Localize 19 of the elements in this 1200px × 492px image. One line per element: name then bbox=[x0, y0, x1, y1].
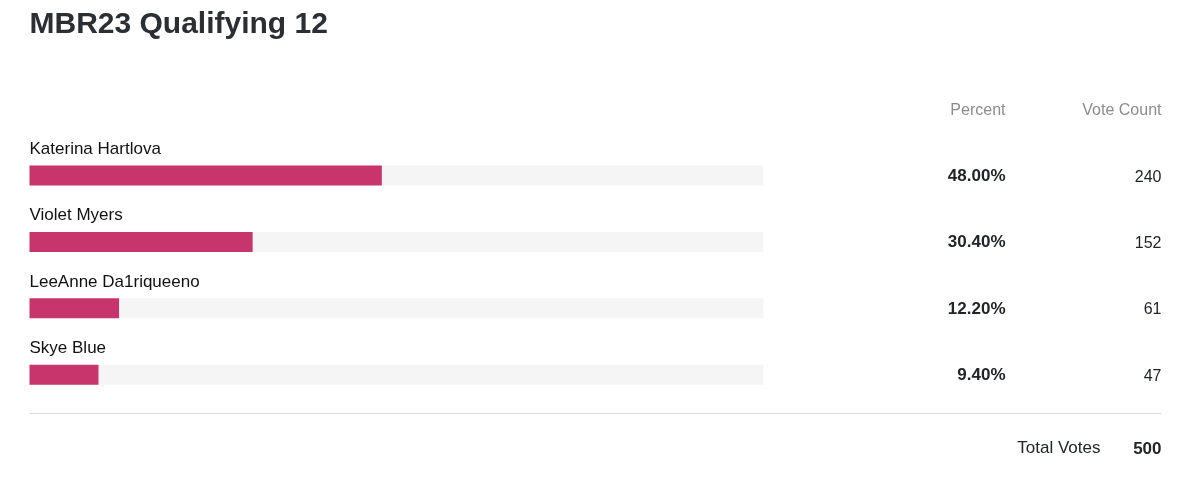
text: Vote Count bbox=[1082, 101, 1163, 118]
y-tick-label: Violet Myers bbox=[29, 205, 123, 225]
y-tick-label: LeeAnne Da1riqueeno bbox=[29, 271, 200, 291]
text: 500 bbox=[1133, 438, 1162, 458]
data-label: 12.20% bbox=[947, 298, 1006, 318]
text: 47 bbox=[1143, 366, 1162, 384]
text: Percent bbox=[950, 101, 1007, 118]
chart-title: MBR23 Qualifying 12 bbox=[29, 6, 328, 39]
text: 240 bbox=[1134, 167, 1162, 185]
text: 152 bbox=[1134, 233, 1162, 251]
bar bbox=[29, 298, 120, 319]
text: Total Votes bbox=[1017, 438, 1101, 457]
bar bbox=[29, 364, 99, 385]
data-label: 9.40% bbox=[957, 365, 1006, 385]
data-label: 48.00% bbox=[947, 166, 1006, 185]
text: 61 bbox=[1143, 300, 1162, 318]
y-tick-label: Skye Blue bbox=[29, 338, 107, 358]
y-tick-label: Katerina Hartlova bbox=[29, 139, 162, 158]
data-label: 30.40% bbox=[947, 232, 1006, 252]
